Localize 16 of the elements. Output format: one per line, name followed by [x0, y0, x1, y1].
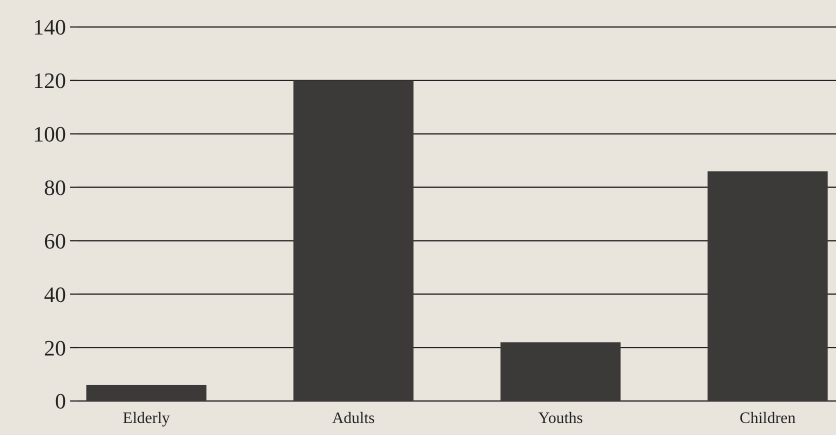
- x-tick-label: Youths: [538, 410, 583, 427]
- y-tick-label: 100: [33, 122, 66, 147]
- bar: [86, 384, 206, 401]
- bar: [293, 80, 414, 401]
- y-tick-label: 80: [44, 174, 66, 200]
- x-tick-label: Elderly: [122, 410, 170, 427]
- x-tick-label: Children: [740, 410, 796, 427]
- y-tick-label: 120: [33, 68, 66, 94]
- y-tick-label: 140: [33, 14, 66, 40]
- y-tick-label: 60: [44, 228, 66, 254]
- y-tick-label: 40: [44, 282, 66, 307]
- bar: [500, 342, 621, 401]
- x-tick-label: Adults: [332, 410, 375, 427]
- y-tick-label: 0: [55, 388, 66, 414]
- y-tick-label: 20: [44, 335, 66, 360]
- bar: [708, 171, 828, 401]
